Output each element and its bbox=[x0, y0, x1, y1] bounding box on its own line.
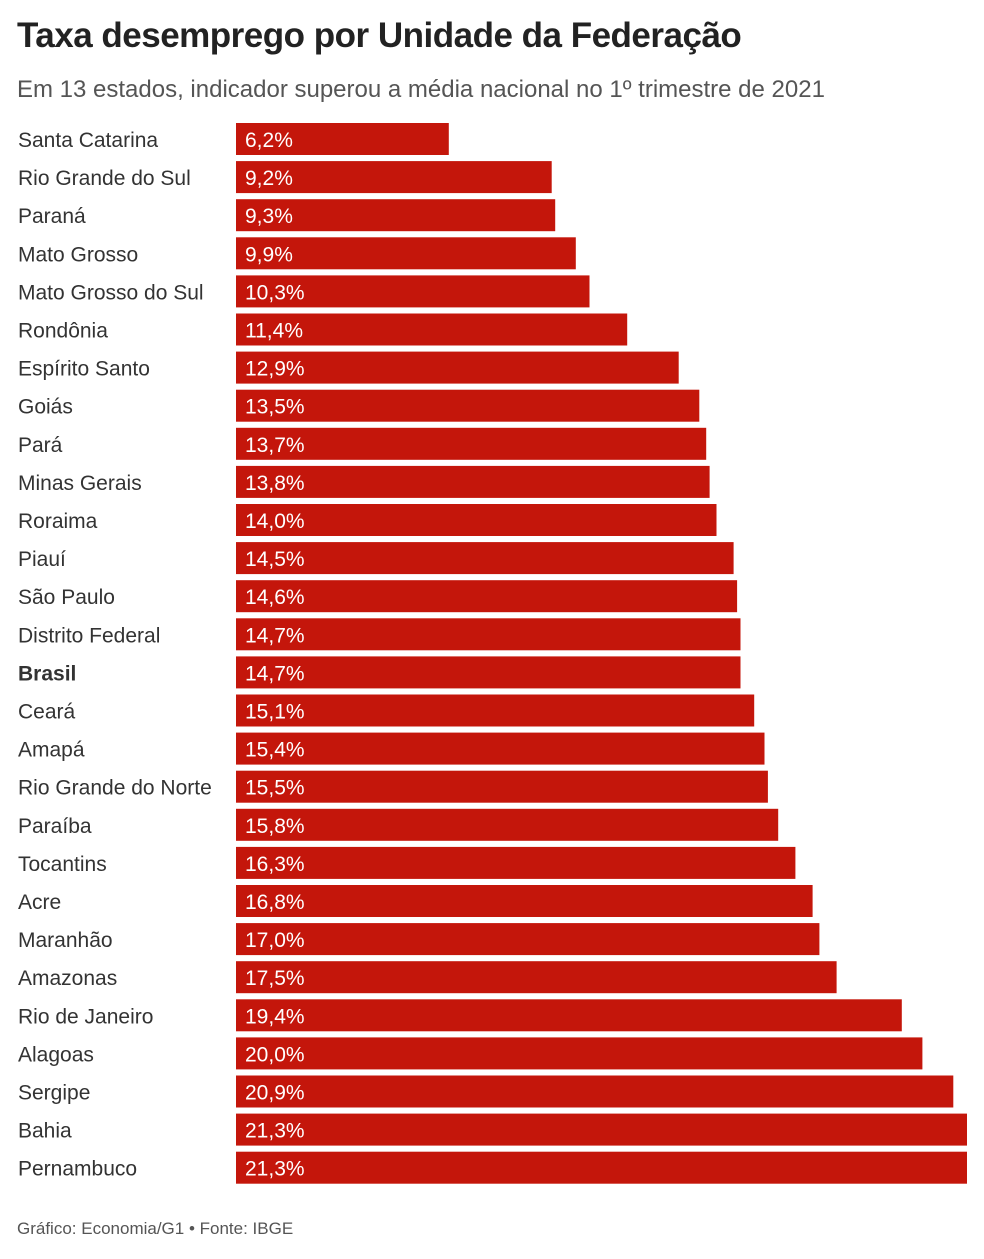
bar-santa-catarina bbox=[236, 123, 449, 155]
value-label: 21,3% bbox=[245, 1120, 305, 1143]
value-label: 12,9% bbox=[245, 358, 305, 381]
value-label: 14,7% bbox=[245, 624, 305, 647]
category-label: Acre bbox=[18, 891, 61, 914]
category-label: Paraíba bbox=[18, 815, 92, 838]
category-label: Santa Catarina bbox=[18, 129, 158, 152]
category-label: Paraná bbox=[18, 205, 86, 228]
category-label: Ceará bbox=[18, 701, 76, 724]
category-label: Mato Grosso bbox=[18, 243, 138, 266]
bar-rio-grande-do-sul bbox=[236, 161, 552, 194]
bar-acre bbox=[236, 885, 813, 917]
bar-rondônia bbox=[236, 313, 628, 346]
value-label: 21,3% bbox=[245, 1158, 305, 1181]
bar-brasil bbox=[236, 656, 741, 689]
category-label: Pernambuco bbox=[18, 1158, 137, 1181]
category-label: Espírito Santo bbox=[18, 358, 150, 381]
bar-tocantins bbox=[236, 846, 796, 879]
value-label: 15,5% bbox=[245, 777, 305, 800]
bar-distrito-federal bbox=[236, 618, 741, 651]
value-label: 20,9% bbox=[245, 1082, 305, 1105]
category-label: Minas Gerais bbox=[18, 472, 142, 495]
value-label: 13,7% bbox=[245, 434, 305, 457]
category-label: Amazonas bbox=[18, 967, 117, 990]
bar-ceará bbox=[236, 694, 755, 727]
category-label: Distrito Federal bbox=[18, 624, 160, 647]
category-label: Rondônia bbox=[18, 320, 108, 343]
value-label: 13,5% bbox=[245, 396, 305, 419]
category-label: Bahia bbox=[18, 1120, 72, 1143]
bar-mato-grosso-do-sul bbox=[236, 275, 590, 308]
value-label: 14,6% bbox=[245, 586, 305, 609]
value-label: 11,4% bbox=[245, 320, 303, 343]
bar-rio-grande-do-norte bbox=[236, 770, 768, 803]
value-label: 17,0% bbox=[245, 929, 305, 952]
value-label: 10,3% bbox=[245, 281, 305, 304]
value-label: 13,8% bbox=[245, 472, 305, 495]
bar-mato-grosso bbox=[236, 237, 576, 270]
value-label: 14,7% bbox=[245, 662, 305, 685]
value-label: 6,2% bbox=[245, 129, 293, 152]
value-label: 20,0% bbox=[245, 1043, 305, 1066]
bar-minas-gerais bbox=[236, 465, 710, 498]
chart-title: Taxa desemprego por Unidade da Federação bbox=[17, 16, 742, 55]
bar-piauí bbox=[236, 542, 734, 575]
bar-são-paulo bbox=[236, 580, 738, 613]
value-label: 14,0% bbox=[245, 510, 305, 533]
value-label: 15,1% bbox=[245, 701, 305, 724]
bar-roraima bbox=[236, 504, 717, 536]
category-label: Mato Grosso do Sul bbox=[18, 281, 204, 304]
bar-bahia bbox=[236, 1113, 967, 1146]
bar-maranhão bbox=[236, 923, 820, 956]
category-label: Rio Grande do Sul bbox=[18, 167, 191, 190]
bar-alagoas bbox=[236, 1037, 923, 1070]
value-label: 15,8% bbox=[245, 815, 305, 838]
bar-paraíba bbox=[236, 808, 779, 841]
value-label: 9,2% bbox=[245, 167, 293, 190]
bar-rio-de-janeiro bbox=[236, 999, 902, 1032]
bar-amazonas bbox=[236, 961, 837, 994]
category-label: Brasil bbox=[18, 662, 76, 685]
category-label: Amapá bbox=[18, 739, 85, 762]
category-label: Alagoas bbox=[18, 1043, 94, 1066]
category-label: Rio de Janeiro bbox=[18, 1005, 153, 1028]
bar-espírito-santo bbox=[236, 351, 679, 384]
category-label: Tocantins bbox=[18, 853, 107, 876]
bar-goiás bbox=[236, 389, 700, 422]
bar-pernambuco bbox=[236, 1151, 967, 1184]
category-label: Sergipe bbox=[18, 1082, 90, 1105]
chart-subtitle: Em 13 estados, indicador superou a média… bbox=[17, 76, 825, 103]
bar-paraná bbox=[236, 199, 556, 232]
value-label: 14,5% bbox=[245, 548, 305, 571]
bar-amapá bbox=[236, 732, 765, 765]
value-label: 9,3% bbox=[245, 205, 293, 228]
value-label: 19,4% bbox=[245, 1005, 305, 1028]
category-label: Goiás bbox=[18, 396, 73, 419]
value-label: 9,9% bbox=[245, 243, 293, 266]
bar-sergipe bbox=[236, 1075, 954, 1108]
value-label: 17,5% bbox=[245, 967, 305, 990]
value-label: 16,8% bbox=[245, 891, 305, 914]
value-label: 16,3% bbox=[245, 853, 305, 876]
bar-pará bbox=[236, 427, 707, 460]
category-label: Pará bbox=[18, 434, 63, 457]
category-label: Rio Grande do Norte bbox=[18, 777, 212, 800]
category-label: São Paulo bbox=[18, 586, 115, 609]
category-label: Piauí bbox=[18, 548, 66, 571]
source-footer: Gráfico: Economia/G1 • Fonte: IBGE bbox=[17, 1219, 294, 1238]
category-label: Maranhão bbox=[18, 929, 113, 952]
category-label: Roraima bbox=[18, 510, 98, 533]
value-label: 15,4% bbox=[245, 739, 305, 762]
